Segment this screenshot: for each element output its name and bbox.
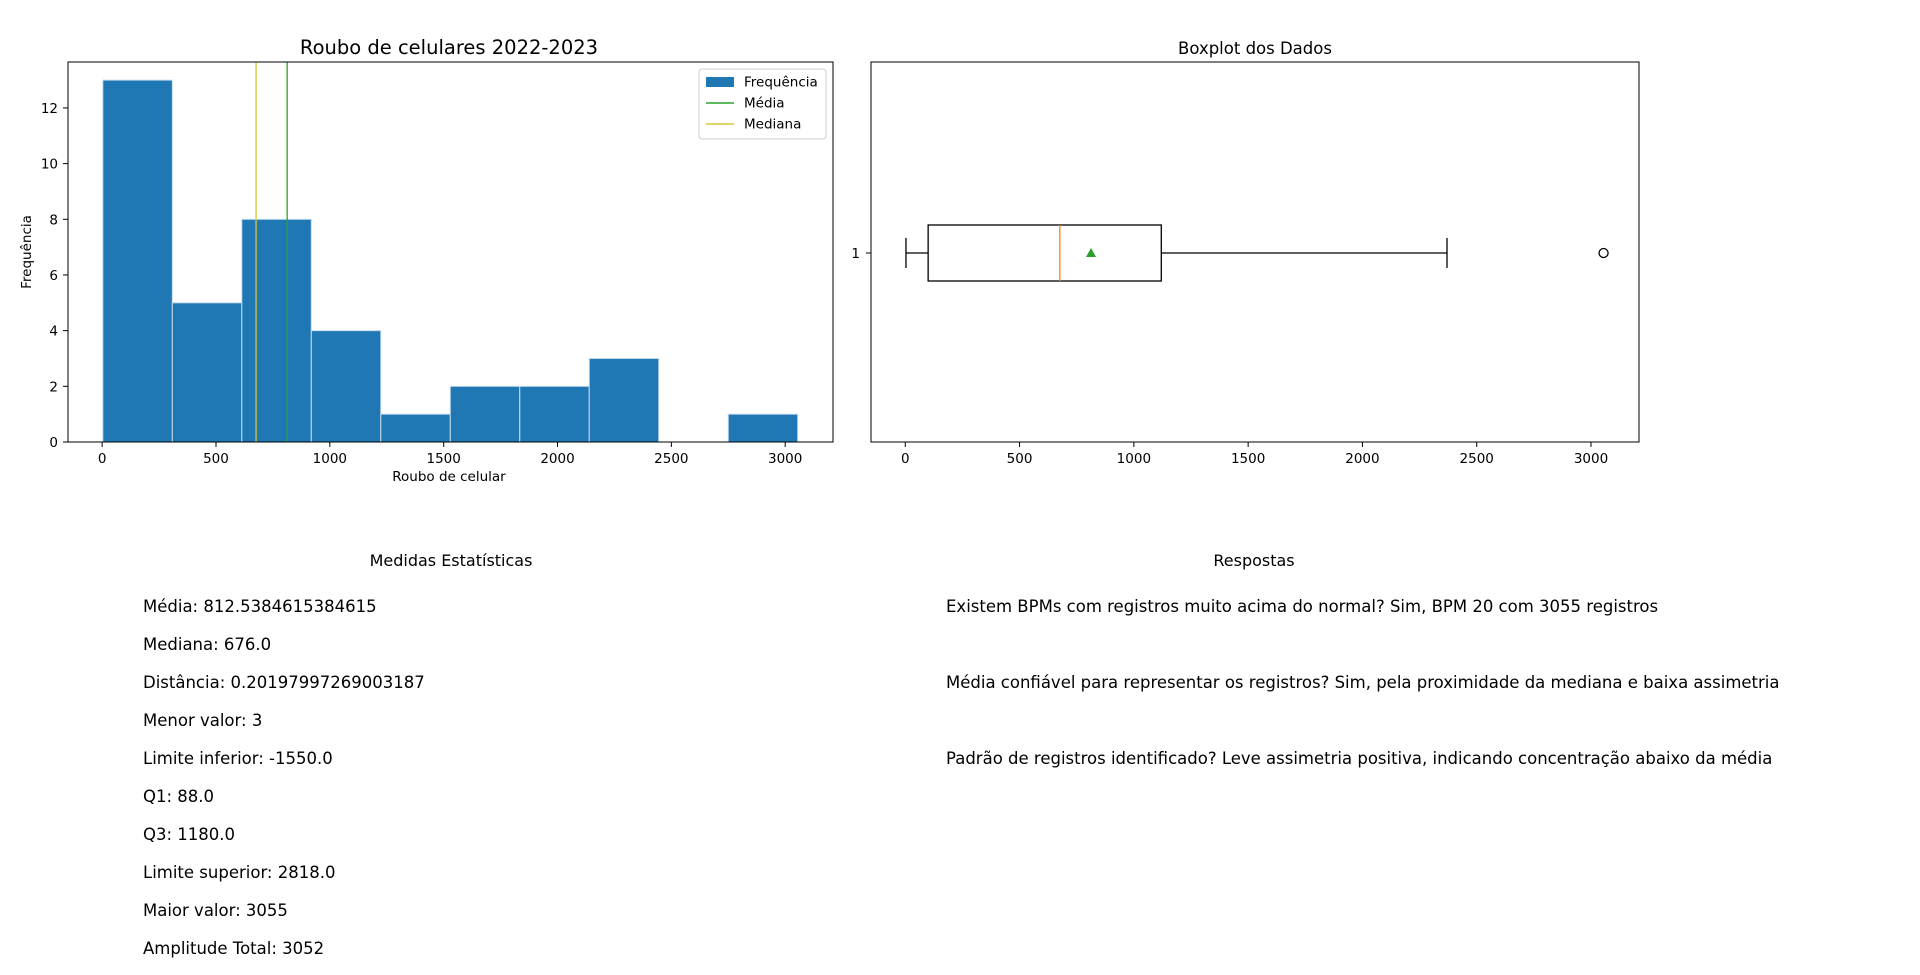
boxplot-x-ticks: 0 500 1000 1500 2000 2500 3000 xyxy=(901,442,1608,467)
histogram-y-ticks: 0 2 4 6 8 10 12 xyxy=(41,101,68,451)
legend-frequencia-label: Frequência xyxy=(744,75,818,91)
x-tick-label: 500 xyxy=(203,451,229,467)
x-tick-label: 1500 xyxy=(426,451,460,467)
answer-line-1: Existem BPMs com registros muito acima d… xyxy=(946,597,1659,616)
legend-mediana-label: Mediana xyxy=(744,117,801,133)
histogram-bar xyxy=(449,385,521,443)
histogram-bar xyxy=(727,413,799,443)
histogram-bar xyxy=(241,218,312,443)
outlier-point xyxy=(1598,247,1609,259)
y-tick-label: 2 xyxy=(49,379,58,395)
x-tick-label: 1000 xyxy=(1117,451,1151,467)
histogram-bars xyxy=(102,79,799,443)
y-tick-label: 4 xyxy=(49,324,58,340)
histogram-y-label: Frequência xyxy=(19,215,35,289)
histogram-legend: Frequência Média Mediana xyxy=(698,68,827,140)
y-tick-label: 10 xyxy=(41,157,58,173)
x-tick-label: 500 xyxy=(1007,451,1033,467)
answers-panel-title: Respostas xyxy=(1213,551,1295,570)
x-tick-label: 1000 xyxy=(313,451,347,467)
legend-media-label: Média xyxy=(744,96,785,112)
histogram-bar xyxy=(588,357,660,443)
y-tick-label: 0 xyxy=(49,435,58,451)
histogram-title: Roubo de celulares 2022-2023 xyxy=(300,36,598,59)
stat-mediana: Mediana: 676.0 xyxy=(143,635,272,654)
stats-panel-title: Medidas Estatísticas xyxy=(369,551,533,570)
x-tick-label: 2000 xyxy=(1345,451,1379,467)
histogram-x-ticks: 0 500 1000 1500 2000 2500 3000 xyxy=(98,442,802,467)
stat-menor-valor: Menor valor: 3 xyxy=(143,711,263,730)
x-tick-label: 2000 xyxy=(540,451,574,467)
stat-amplitude-total: Amplitude Total: 3052 xyxy=(143,939,325,958)
stat-media: Média: 812.5384615384615 xyxy=(143,597,377,616)
histogram-bar xyxy=(380,413,451,443)
boxplot-chart: Boxplot dos Dados 0 500 1000 1500 2000 2500 30… xyxy=(851,39,1640,467)
x-tick-label: 0 xyxy=(901,451,910,467)
stat-maior-valor: Maior valor: 3055 xyxy=(143,901,288,920)
x-tick-label: 0 xyxy=(98,451,107,467)
answer-line-3: Padrão de registros identificado? Leve a… xyxy=(946,749,1773,768)
answer-line-2: Média confiável para representar os regi… xyxy=(946,673,1780,692)
x-tick-label: 3000 xyxy=(1574,451,1608,467)
boxplot-shapes xyxy=(905,224,1609,282)
stat-distancia: Distância: 0.20197997269003187 xyxy=(143,673,425,692)
y-tick-label: 8 xyxy=(49,212,58,228)
x-tick-label: 2500 xyxy=(654,451,688,467)
boxplot-frame xyxy=(870,61,1640,443)
histogram-bar xyxy=(519,385,590,443)
x-tick-label: 1500 xyxy=(1231,451,1265,467)
mean-marker xyxy=(1086,248,1097,257)
stat-q1: Q1: 88.0 xyxy=(143,787,215,806)
histogram-bar xyxy=(171,302,243,443)
y-tick-label: 12 xyxy=(41,101,58,117)
histogram-reference-lines xyxy=(255,62,288,442)
legend-frequencia-swatch xyxy=(706,77,734,87)
stat-q3: Q3: 1180.0 xyxy=(143,825,236,844)
stat-limite-inferior: Limite inferior: -1550.0 xyxy=(143,749,333,768)
histogram-x-label: Roubo de celular xyxy=(392,469,506,485)
histogram-bar xyxy=(102,79,173,443)
histogram-chart: Roubo de celulares 2022-2023 0 500 1000 150… xyxy=(19,36,834,485)
box-iqr xyxy=(927,224,1162,282)
histogram-bar xyxy=(310,330,382,443)
x-tick-label: 3000 xyxy=(768,451,802,467)
histogram-frame xyxy=(67,61,834,443)
x-tick-label: 2500 xyxy=(1460,451,1494,467)
boxplot-y-tick-label: 1 xyxy=(851,246,860,262)
stat-limite-superior: Limite superior: 2818.0 xyxy=(143,863,336,882)
boxplot-title: Boxplot dos Dados xyxy=(1178,39,1332,58)
y-tick-label: 6 xyxy=(49,268,58,284)
